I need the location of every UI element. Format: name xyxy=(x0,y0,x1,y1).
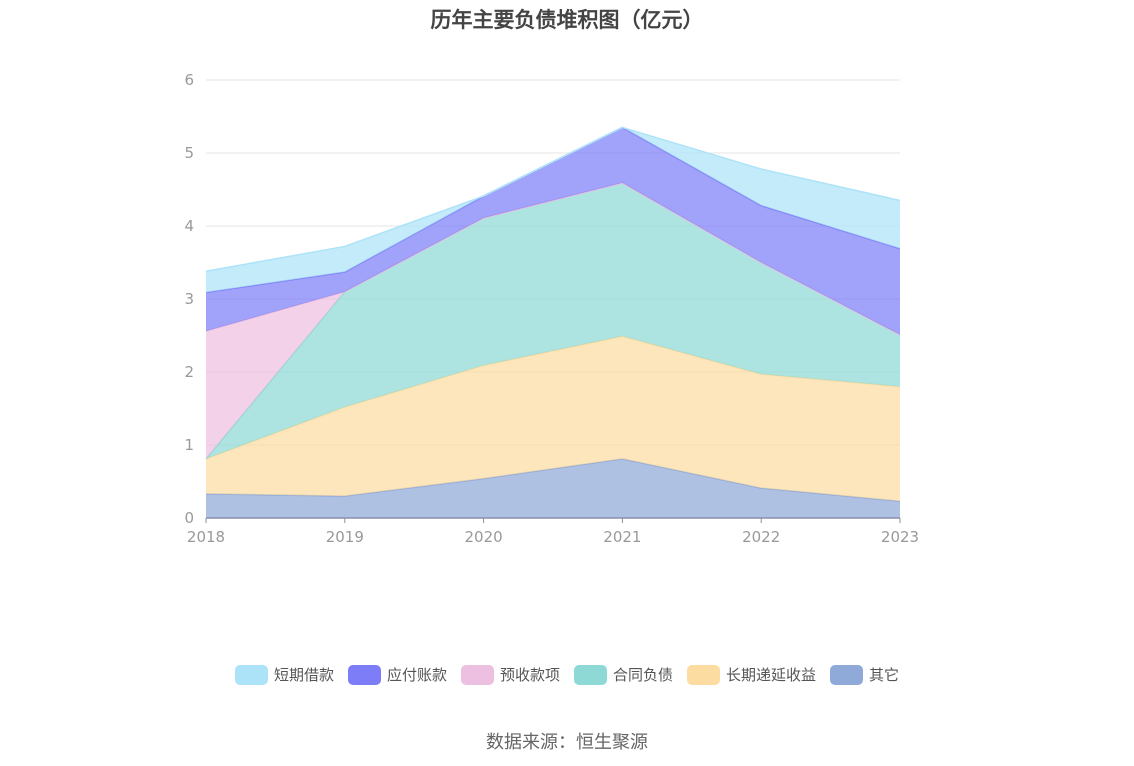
legend-label: 合同负债 xyxy=(613,666,674,684)
legend-swatch xyxy=(830,664,864,685)
legend-label: 预收款项 xyxy=(499,666,560,684)
legend-item[interactable]: 合同负债 xyxy=(574,664,673,685)
y-tick-label: 4 xyxy=(184,217,194,235)
legend-item[interactable]: 长期递延收益 xyxy=(687,664,816,685)
x-tick-label: 2021 xyxy=(603,528,641,546)
y-tick-label: 1 xyxy=(184,436,194,454)
axis-layer: 0 1 2 3 4 5 6 2018 2019 2020 2021 2022 2023 xyxy=(184,71,919,546)
legend-label: 其它 xyxy=(869,666,900,684)
data-source: 数据来源：恒生聚源 xyxy=(486,732,648,753)
area-series-line-5 xyxy=(205,126,901,272)
legend-swatch xyxy=(460,664,494,685)
x-tick-label: 2020 xyxy=(465,528,503,546)
legend: 短期借款 应付账款 预收款项 合同负债 长期递延收益 其它 xyxy=(0,664,1134,685)
x-tick-label: 2019 xyxy=(326,528,364,546)
legend-label: 短期借款 xyxy=(273,666,334,684)
area-series-2[interactable] xyxy=(206,182,900,459)
legend-item[interactable]: 其它 xyxy=(830,664,899,685)
legend-swatch xyxy=(347,664,381,685)
area-series-4[interactable] xyxy=(206,127,900,335)
y-tick-label: 0 xyxy=(184,509,194,527)
x-tick-label: 2022 xyxy=(742,528,780,546)
x-tick-label: 2018 xyxy=(187,528,225,546)
legend-swatch xyxy=(687,664,721,685)
stacked-area-chart: 0 1 2 3 4 5 6 2018 2019 2020 2021 2022 2023 xyxy=(184,71,919,546)
legend-swatch xyxy=(574,664,607,685)
legend-swatch xyxy=(234,664,268,685)
area-series-5[interactable] xyxy=(206,127,900,293)
y-tick-label: 6 xyxy=(184,71,194,89)
legend-item[interactable]: 预收款项 xyxy=(460,664,560,685)
legend-label: 长期递延收益 xyxy=(726,666,817,684)
y-tick-label: 5 xyxy=(184,144,194,162)
area-series-1[interactable] xyxy=(206,336,900,502)
area-layer xyxy=(205,126,901,518)
y-tick-label: 2 xyxy=(184,363,194,381)
chart-title: 历年主要负债堆积图（亿元） xyxy=(430,8,704,32)
legend-item[interactable]: 短期借款 xyxy=(234,664,334,685)
legend-label: 应付账款 xyxy=(386,666,447,684)
x-tick-label: 2023 xyxy=(881,528,919,546)
y-tick-label: 3 xyxy=(184,290,194,308)
area-series-0[interactable] xyxy=(206,458,900,518)
legend-item[interactable]: 应付账款 xyxy=(347,664,447,685)
